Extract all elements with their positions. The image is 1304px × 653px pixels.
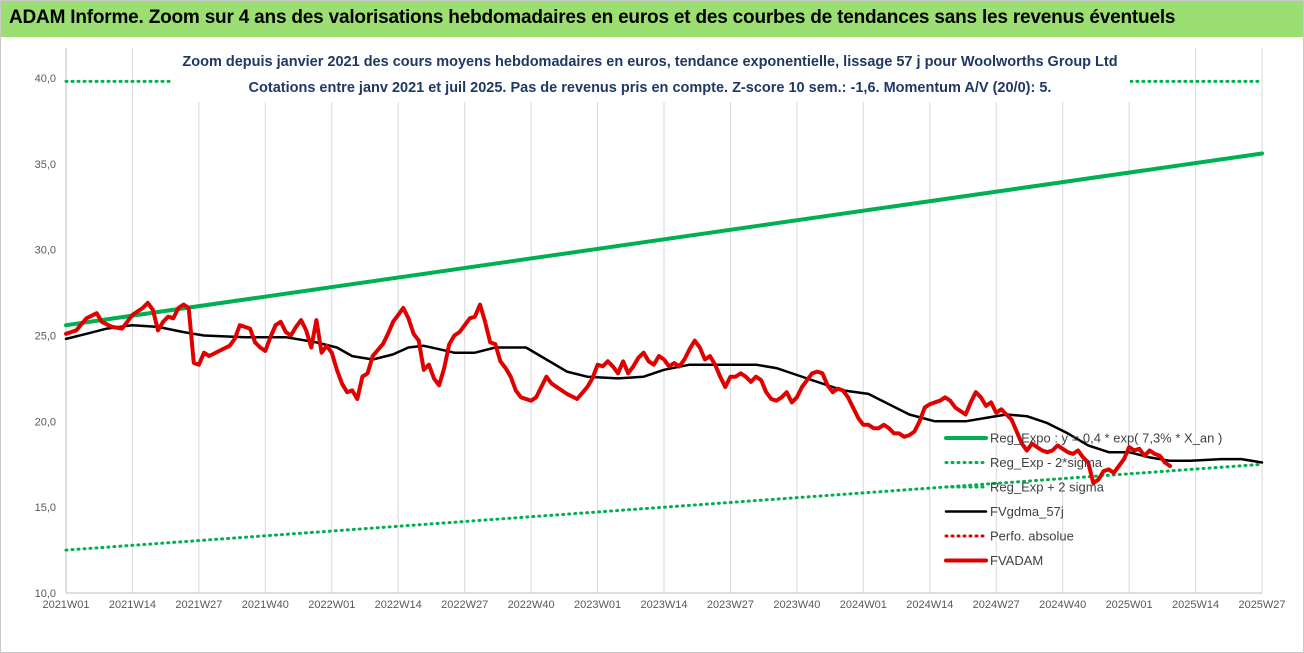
series-5-line [64, 300, 1172, 486]
legend: Reg_Expo : y = 0,4 * exp( 7,3% * X_an ) R… [944, 431, 1222, 568]
subtitle-line-1: Zoom depuis janvier 2021 des cours moyen… [182, 54, 1117, 70]
x-tick-label: 2023W27 [707, 599, 754, 611]
y-tick-label: 25,0 [35, 331, 56, 343]
x-axis: 2021W01 2021W14 2021W27 2021W40 2022W01 2022W… [42, 592, 1286, 611]
y-tick-label: 10,0 [35, 588, 56, 600]
grid-lines [65, 48, 1263, 593]
series-0-line [64, 151, 1264, 328]
subtitle-line-2: Cotations entre janv 2021 et juil 2025. … [249, 80, 1052, 96]
legend-label: Perfo. absolue [990, 529, 1074, 544]
page-title: ADAM Informe. Zoom sur 4 ans des valoris… [9, 7, 1176, 28]
y-tick-label: 40,0 [35, 73, 56, 85]
x-tick-label: 2021W14 [109, 599, 156, 611]
x-tick-label: 2025W14 [1172, 599, 1219, 611]
title-banner: ADAM Informe. Zoom sur 4 ans des valoris… [1, 1, 1303, 37]
x-tick-label: 2021W40 [242, 599, 289, 611]
legend-label: Reg_Expo : y = 0,4 * exp( 7,3% * X_an ) [990, 431, 1222, 446]
y-tick-label: 30,0 [35, 245, 56, 257]
x-tick-label: 2022W14 [375, 599, 422, 611]
x-tick-label: 2024W27 [973, 599, 1020, 611]
chart-subtitle: Zoom depuis janvier 2021 des cours moyen… [172, 46, 1130, 102]
legend-label: FVgdma_57j [990, 504, 1064, 519]
x-tick-label: 2025W01 [1106, 599, 1153, 611]
series-layer [64, 79, 1264, 552]
series-1-line [64, 462, 1264, 552]
x-tick-label: 2023W40 [773, 599, 820, 611]
x-tick-label: 2023W01 [574, 599, 621, 611]
x-tick-label: 2024W14 [906, 599, 953, 611]
legend-label: Reg_Exp + 2 sigma [990, 480, 1105, 495]
subtitle-background [172, 46, 1130, 102]
legend-label: FVADAM [990, 553, 1043, 568]
x-tick-label: 2024W01 [840, 599, 887, 611]
x-tick-label: 2022W01 [308, 599, 355, 611]
x-tick-label: 2022W27 [441, 599, 488, 611]
x-tick-label: 2025W27 [1238, 599, 1285, 611]
x-tick-label: 2024W40 [1039, 599, 1086, 611]
y-tick-label: 15,0 [35, 502, 56, 514]
x-tick-label: 2021W01 [42, 599, 89, 611]
x-tick-label: 2021W27 [175, 599, 222, 611]
y-axis: 10,0 15,0 20,0 25,0 30,0 35,0 40,0 [35, 48, 67, 600]
y-tick-label: 20,0 [35, 416, 56, 428]
x-tick-label: 2022W40 [508, 599, 555, 611]
y-tick-label: 35,0 [35, 159, 56, 171]
legend-label: Reg_Exp - 2*sigma [990, 455, 1103, 470]
x-tick-label: 2023W14 [640, 599, 687, 611]
